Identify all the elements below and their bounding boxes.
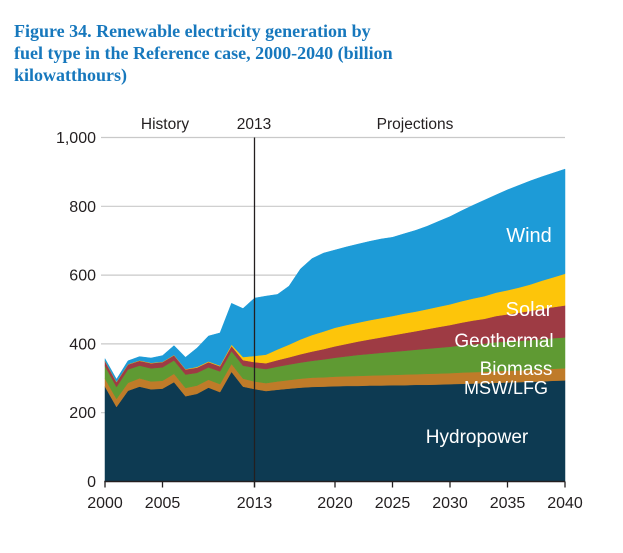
x-tick-label-2025: 2025	[375, 495, 411, 512]
y-tick-label-800: 800	[69, 199, 96, 216]
y-tick-label-200: 200	[69, 405, 96, 422]
figure-title: Figure 34. Renewable electricity generat…	[14, 20, 614, 86]
header-label-history: History	[141, 116, 189, 133]
series-label-wind: Wind	[506, 225, 552, 247]
series-label-solar: Solar	[506, 299, 553, 321]
series-label-msw-lfg: MSW/LFG	[464, 378, 548, 398]
figure-title-line: Figure 34. Renewable electricity generat…	[14, 21, 371, 41]
x-tick-label-2000: 2000	[87, 495, 123, 512]
area-wind	[104, 168, 566, 383]
series-label-biomass: Biomass	[480, 359, 553, 380]
figure-title-line: kilowatthours)	[14, 65, 128, 85]
x-tick-label-2005: 2005	[145, 495, 181, 512]
y-tick-label-1000: 1,000	[56, 130, 96, 147]
header-label-2013: 2013	[237, 116, 271, 133]
x-tick-label-2030: 2030	[432, 495, 468, 512]
series-label-geothermal: Geothermal	[454, 331, 553, 352]
series-label-hydropower: Hydropower	[426, 427, 529, 448]
header-label-projections: Projections	[377, 116, 454, 133]
y-tick-label-0: 0	[87, 474, 96, 491]
figure-title-line: fuel type in the Reference case, 2000-20…	[14, 43, 393, 63]
y-tick-label-600: 600	[69, 268, 96, 285]
x-tick-label-2035: 2035	[490, 495, 526, 512]
x-tick-label-2040: 2040	[547, 495, 583, 512]
x-tick-label-2020: 2020	[317, 495, 353, 512]
y-tick-label-400: 400	[69, 336, 96, 353]
x-tick-label-2013: 2013	[237, 495, 273, 512]
